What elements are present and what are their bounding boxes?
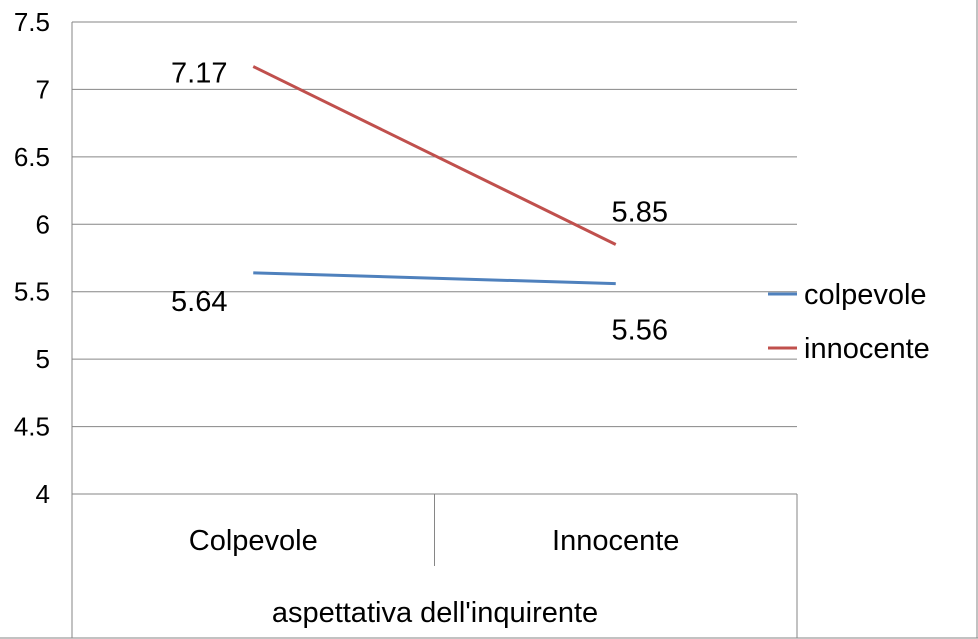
data-label: 5.56 <box>612 315 668 347</box>
y-tick-label: 5 <box>36 344 50 374</box>
x-category-label: Colpevole <box>189 525 318 557</box>
legend-label: colpevole <box>804 279 927 311</box>
series-line-innocente <box>252 65 617 246</box>
x-category-label: Innocente <box>552 525 679 557</box>
y-tick-label: 5.5 <box>14 277 50 307</box>
data-label: 5.85 <box>612 197 668 229</box>
y-tick-label: 4.5 <box>14 412 50 442</box>
y-tick-label: 7.5 <box>14 7 50 37</box>
legend-label: innocente <box>804 333 930 365</box>
x-axis-title: aspettativa dell'inquirente <box>272 597 598 629</box>
data-label: 7.17 <box>171 58 227 90</box>
data-label: 5.64 <box>171 286 227 318</box>
y-tick-label: 7 <box>36 74 50 104</box>
y-tick-label: 6.5 <box>14 142 50 172</box>
legend: colpevole innocente <box>768 279 930 365</box>
y-axis-tick-labels: 4 4.5 5 5.5 6 6.5 7 7.5 <box>14 7 50 509</box>
series-line-colpevole <box>253 271 616 286</box>
y-tick-label: 4 <box>36 479 50 509</box>
y-tick-label: 6 <box>36 209 50 239</box>
x-axis-category-labels: Colpevole Innocente <box>189 525 680 557</box>
data-labels: 5.64 5.56 7.17 5.85 <box>171 58 668 347</box>
series-lines <box>252 65 617 286</box>
